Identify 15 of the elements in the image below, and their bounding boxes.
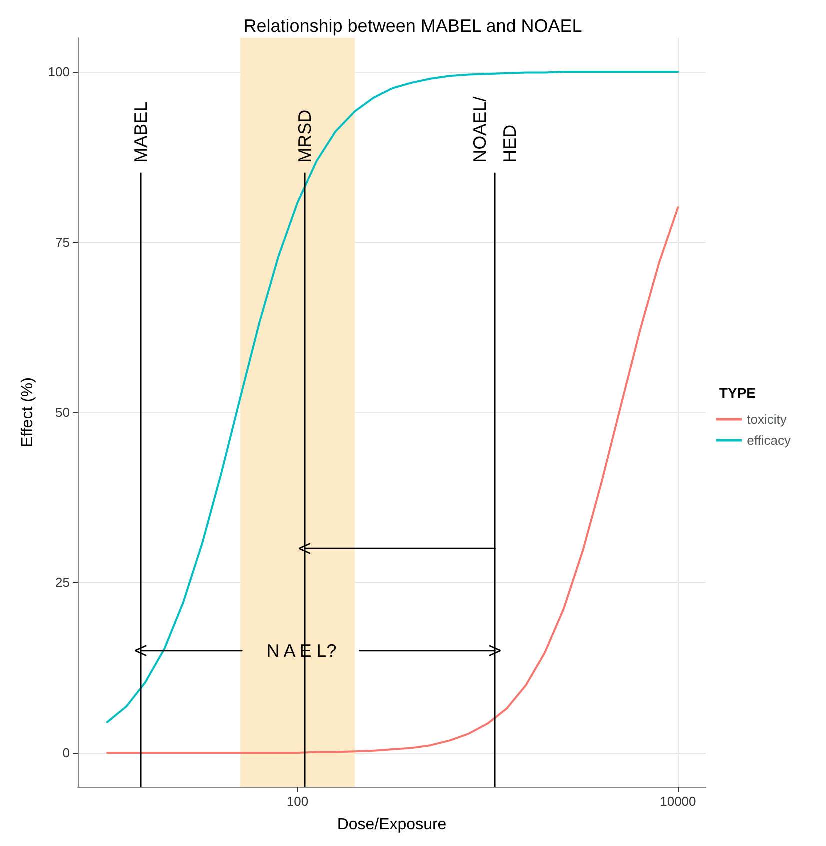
y-tick-label: 100 <box>48 64 70 80</box>
x-axis-title: Dose/Exposure <box>337 816 447 834</box>
legend-title: TYPE <box>719 385 756 401</box>
ref-line-label: MRSD <box>294 110 315 163</box>
y-tick-label: 75 <box>56 234 70 250</box>
chart-title: Relationship between MABEL and NOAEL <box>244 16 582 36</box>
y-tick-label: 25 <box>56 575 70 590</box>
legend-label: toxicity <box>747 412 788 427</box>
x-tick-label: 10000 <box>660 794 696 809</box>
y-axis-title: Effect (%) <box>20 378 36 448</box>
y-tick-label: 0 <box>62 745 70 760</box>
ref-line-label: NOAEL/ HED <box>470 96 520 163</box>
legend-label: efficacy <box>747 433 792 448</box>
y-tick-label: 50 <box>56 405 70 420</box>
ref-line-label: MABEL <box>130 102 151 163</box>
